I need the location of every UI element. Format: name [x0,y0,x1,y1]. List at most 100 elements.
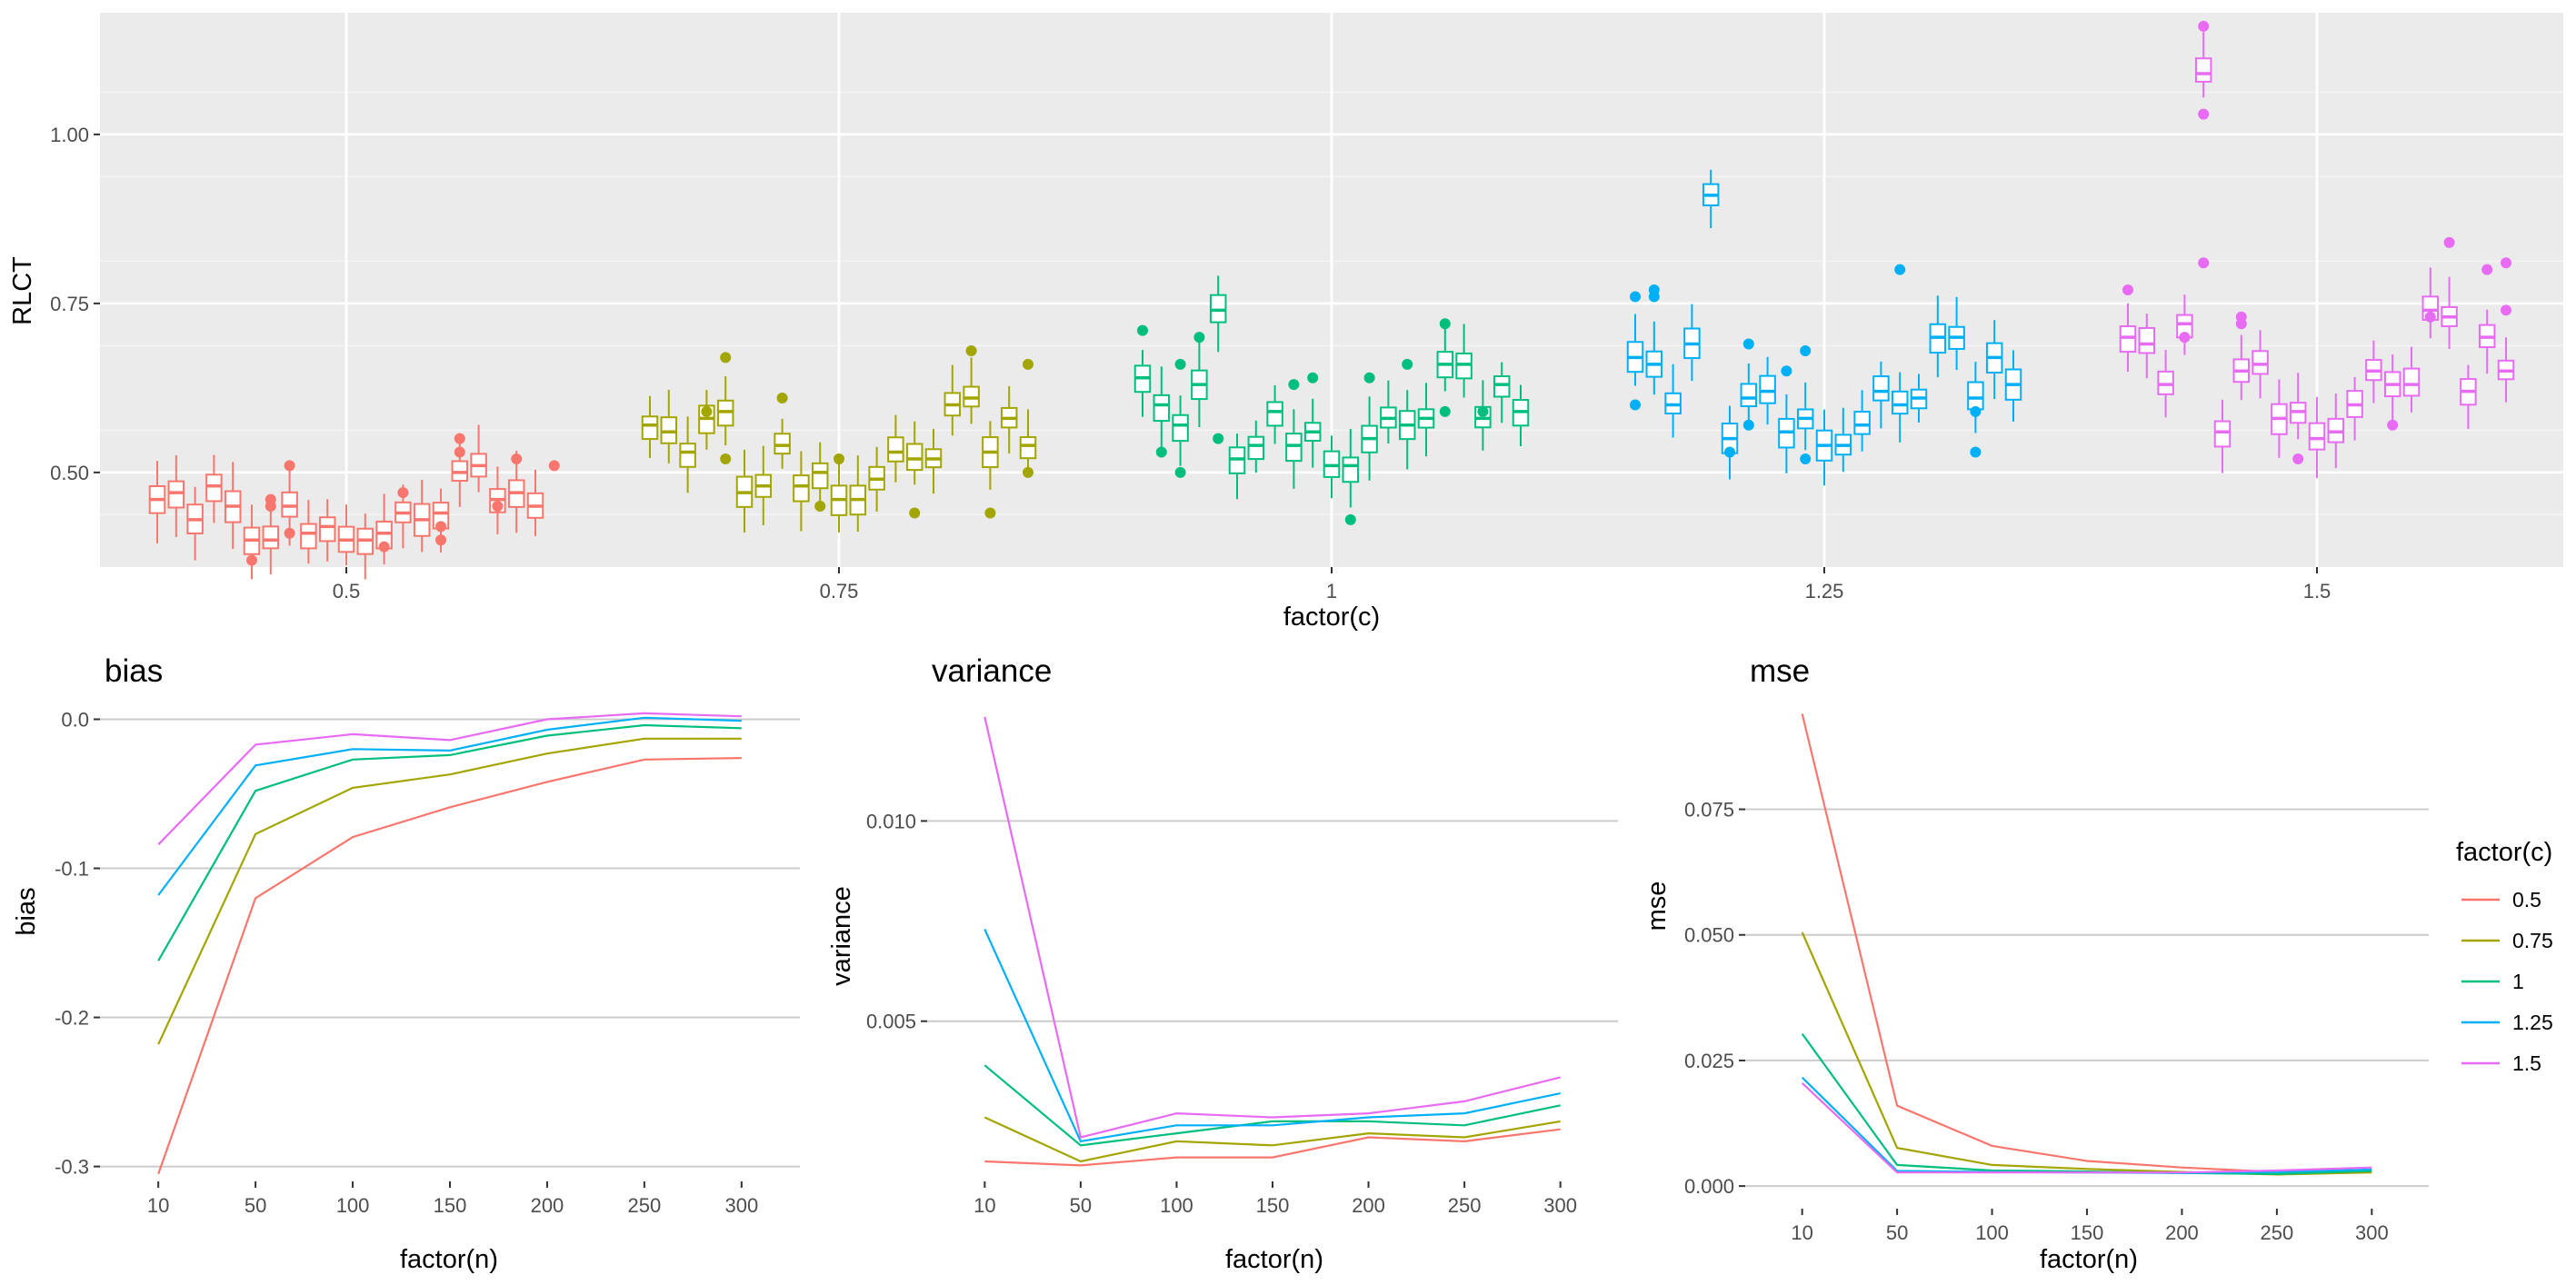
rlct-box [167,454,185,538]
rlct-outlier-point [1213,433,1224,444]
rlct-outlier-point [397,487,409,499]
var-x-tick-label: 100 [1160,1194,1193,1217]
rlct-outlier-point [909,507,921,519]
bias-y-tick-label: -0.3 [55,1156,89,1179]
bias-x-axis-title: factor(n) [400,1245,498,1274]
rlct-box-body [1342,456,1360,483]
rlct-box-body [679,443,696,468]
variance-panel-title: variance [932,653,1052,689]
rlct-box-body [2252,350,2269,375]
rlct-boxplot-panel: 0.50 0.75 1.00 0.5 0.75 1 1.25 1.5 factor(c) R… [8,13,2563,632]
mse-panel-title: mse [1750,653,1810,689]
rlct-box [148,461,166,543]
rlct-box [887,414,904,483]
variance-x-ticks: 10 50 100 150 200 250 300 [973,1181,1577,1217]
rlct-box [1153,366,1171,449]
legend-label: 0.75 [2512,929,2553,952]
rlct-box [2194,32,2212,98]
var-x-tick-label: 300 [1543,1194,1577,1217]
rlct-outlier-point [720,352,732,364]
rlct-outlier-point [2179,332,2191,344]
rlct-outlier-point [814,501,826,513]
mse-y-tick-label: 0.075 [1684,799,1734,822]
mse-y-tick-label: 0.025 [1684,1050,1734,1072]
rlct-box [1361,396,1378,481]
rlct-box [793,451,810,532]
rlct-box [1929,295,1947,378]
rlct-outlier-point [1970,446,1982,458]
bias-x-tick-label: 100 [336,1194,370,1217]
rlct-outlier-point [1970,405,1982,417]
rlct-box [470,424,487,493]
rlct-box [526,469,544,536]
rlct-box [1303,398,1322,468]
bias-y-axis-title: bias [12,887,41,935]
rlct-box-body [1967,381,1984,411]
bias-y-tick-label: -0.1 [55,858,89,881]
rlct-box [1948,296,1965,371]
rlct-box-body [1455,352,1473,380]
rlct-box [1683,304,1701,382]
rlct-box [1626,314,1644,386]
legend-label: 0.5 [2512,888,2541,911]
mse-series-lines [1801,713,2372,1176]
rlct-box [1891,372,1909,443]
rlct-outlier-point [1742,419,1754,431]
mse-x-tick-label: 150 [2071,1221,2104,1244]
rlct-box [1417,383,1435,457]
rlct-box-body [1019,436,1037,460]
rlct-x-tick-label: 1.5 [2303,580,2331,603]
rlct-box [2232,334,2251,401]
rlct-outlier-point [1193,332,1205,344]
mse-y-ticks: 0.000 0.025 0.050 0.075 [1684,799,1745,1198]
rlct-outlier-point [2198,257,2210,269]
rlct-y-tick-label: 0.75 [50,293,89,315]
rlct-outlier-point [1288,379,1300,391]
rlct-box-body [641,415,659,441]
rlct-box-body [1247,435,1265,461]
variance-y-axis-title: variance [827,886,856,986]
mse-y-axis-title: mse [1642,882,1672,931]
rlct-outlier-point [2501,304,2511,316]
bias-line-panel: bias -0.3 -0.2 -0.1 0.0 10 50 100 150 200 250 300… [12,653,800,1274]
rlct-outlier-point [284,527,295,539]
rlct-outlier-point [1155,446,1167,458]
rlct-outlier-point [1781,365,1792,377]
rlct-box-body [1759,374,1776,404]
rlct-box [679,416,696,493]
rlct-box [1759,356,1776,425]
rlct-outlier-point [1402,358,1413,370]
rlct-box [2441,276,2458,349]
mse-y-tick-label: 0.050 [1684,924,1734,947]
rlct-box [1834,407,1852,473]
rlct-box [849,455,867,532]
rlct-box [337,504,355,566]
rlct-outlier-point [1800,453,1812,464]
rlct-y-ticks: 0.50 0.75 1.00 [50,124,100,484]
rlct-box [205,454,223,523]
rlct-outlier-point [1174,466,1186,478]
bias-x-tick-label: 300 [724,1194,758,1217]
rlct-box [811,442,829,503]
var-y-tick-label: 0.010 [866,810,916,832]
bias-series-line-0.75 [157,737,742,1045]
mse-x-tick-label: 250 [2261,1221,2294,1244]
rlct-outlier-point [720,453,732,464]
rlct-box [2157,350,2174,418]
rlct-outlier-point [1023,466,1033,478]
rlct-box-body [2402,367,2421,397]
rlct-box-body [262,525,280,550]
rlct-box-body [300,523,317,550]
rlct-outlier-point [548,460,560,472]
rlct-box [2402,346,2421,413]
rlct-box [2478,309,2496,374]
var-series-line-0.5 [984,1128,1561,1167]
rlct-box [262,501,280,575]
variance-y-ticks: 0.005 0.010 [866,810,927,1033]
rlct-box [1664,364,1682,438]
rlct-outlier-point [2443,236,2455,248]
rlct-box [2346,376,2363,441]
rlct-outlier-point [454,446,465,458]
rlct-outlier-point [1307,372,1319,384]
